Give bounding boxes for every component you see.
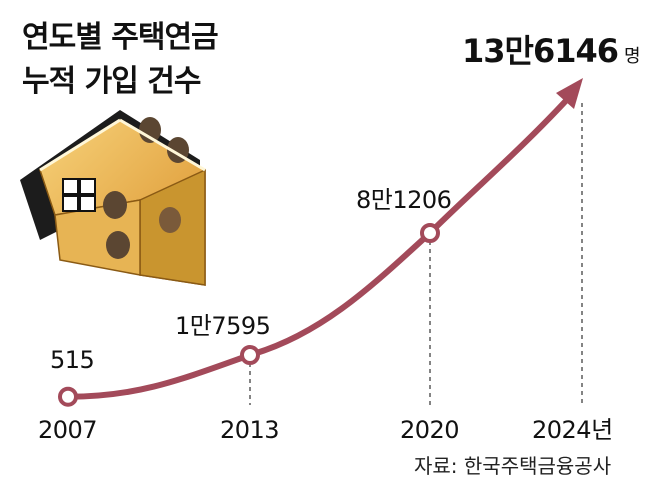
x-tick-label-2020: 2020 — [400, 416, 459, 444]
x-tick-label-2007: 2007 — [38, 416, 97, 444]
data-label-unit: 명 — [624, 46, 641, 67]
data-label-2013: 1만7595 — [175, 312, 270, 340]
money-house-illustration — [20, 110, 206, 286]
x-tick-label-2024: 2024년 — [532, 416, 613, 444]
chart-title-line-1: 연도별 주택연금 — [22, 20, 219, 55]
series-line — [65, 89, 577, 400]
series-arrowhead — [556, 78, 583, 109]
chart-title-line-2: 누적 가입 건수 — [22, 64, 201, 99]
data-label-2024: 13만6146 — [462, 32, 618, 70]
data-point-2007 — [58, 386, 78, 407]
data-point-2013 — [240, 345, 260, 365]
source-note: 자료: 한국주택금융공사 — [414, 454, 612, 478]
data-point-2020 — [420, 223, 440, 243]
x-tick-label-2013: 2013 — [220, 416, 279, 444]
data-label-2020: 8만1206 — [356, 186, 451, 214]
data-label-2007: 515 — [50, 346, 94, 374]
